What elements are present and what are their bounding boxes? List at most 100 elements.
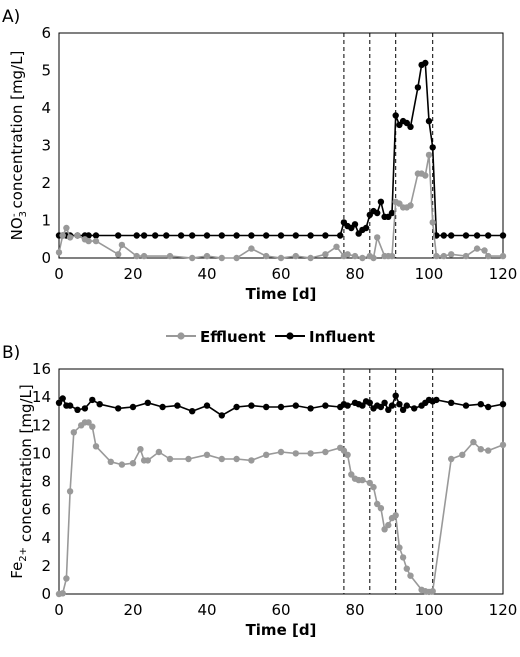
influent-point xyxy=(377,403,385,411)
y-axis-label-part: concentration [mg/L] xyxy=(17,384,35,547)
influent-point xyxy=(263,232,270,239)
y-axis-label: Fe2+ concentration [mg/L] xyxy=(8,384,35,578)
y-tick-label: 0 xyxy=(41,249,51,267)
effluent-point xyxy=(115,251,122,258)
effluent-point xyxy=(233,254,240,262)
effluent-point xyxy=(63,224,70,232)
influent-point xyxy=(159,403,166,411)
effluent-point xyxy=(429,219,436,226)
effluent-point xyxy=(70,429,78,436)
influent-point xyxy=(396,401,403,408)
effluent-point xyxy=(374,234,381,241)
influent-point xyxy=(292,402,299,409)
effluent-point xyxy=(59,590,66,597)
influent-point xyxy=(388,402,396,409)
x-tick-label: 0 xyxy=(54,601,64,619)
y-tick-label: 16 xyxy=(32,360,51,378)
influent-point xyxy=(429,144,436,151)
effluent-point xyxy=(89,423,96,430)
effluent-point xyxy=(203,451,211,458)
effluent-point xyxy=(133,252,140,260)
influent-point xyxy=(403,402,410,409)
effluent-point xyxy=(107,458,115,465)
influent-point xyxy=(448,399,455,406)
y-tick-label: 2 xyxy=(41,174,51,192)
legend: Effluent Influent xyxy=(166,328,375,346)
effluent-point xyxy=(248,457,255,464)
effluent-point xyxy=(399,554,407,561)
influent-point xyxy=(174,402,181,409)
influent-point xyxy=(140,232,148,239)
effluent-point xyxy=(292,252,299,260)
influent-point xyxy=(422,59,429,67)
influent-point xyxy=(411,405,418,412)
x-tick-label: 80 xyxy=(345,601,364,619)
influent-point xyxy=(189,408,196,415)
influent-point xyxy=(218,412,225,419)
influent-point xyxy=(81,405,89,412)
influent-point xyxy=(477,401,484,408)
effluent-point xyxy=(477,446,484,453)
influent-point xyxy=(440,232,447,239)
effluent-point xyxy=(396,544,403,551)
influent-point xyxy=(203,402,211,409)
effluent-point xyxy=(448,251,455,258)
effluent-point xyxy=(248,245,255,252)
effluent-point xyxy=(66,234,74,241)
influent-point xyxy=(292,232,299,239)
effluent-point xyxy=(144,457,151,464)
influent-point xyxy=(189,232,196,239)
effluent-point xyxy=(344,251,351,258)
panel-label: A) xyxy=(2,7,20,27)
x-tick-label: 80 xyxy=(345,265,364,283)
legend-marker xyxy=(286,332,294,340)
effluent-point xyxy=(366,479,373,487)
effluent-point xyxy=(137,446,144,453)
y-tick-label: 3 xyxy=(41,137,51,155)
effluent-point xyxy=(322,448,329,456)
influent-point xyxy=(344,402,351,409)
influent-point xyxy=(55,399,63,406)
influent-point xyxy=(381,399,388,406)
effluent-point xyxy=(263,252,270,260)
influent-point xyxy=(263,403,270,411)
influent-point xyxy=(499,232,507,239)
effluent-point xyxy=(422,172,429,179)
effluent-point xyxy=(218,455,225,463)
effluent-point xyxy=(166,252,174,260)
y-tick-label: 6 xyxy=(41,24,51,42)
y-axis-label-part: Fe xyxy=(8,562,26,579)
effluent-point xyxy=(359,476,366,484)
x-tick-label: 20 xyxy=(123,601,142,619)
effluent-point xyxy=(74,232,81,239)
y-axis-label-part: - xyxy=(9,213,20,217)
influent-point xyxy=(96,401,103,408)
x-tick-label: 120 xyxy=(489,265,518,283)
influent-point xyxy=(407,123,414,130)
influent-point xyxy=(59,395,66,402)
effluent-point xyxy=(203,252,211,260)
effluent-point xyxy=(485,252,492,260)
influent-point xyxy=(462,232,470,239)
influent-point xyxy=(66,402,74,409)
effluent-point xyxy=(166,455,174,463)
effluent-point xyxy=(155,448,163,456)
influent-point xyxy=(133,232,140,239)
influent-point xyxy=(115,232,122,239)
influent-point xyxy=(473,232,481,239)
effluent-point xyxy=(63,575,70,582)
effluent-line xyxy=(58,154,503,259)
effluent-point xyxy=(348,471,355,478)
effluent-point xyxy=(85,237,92,245)
influent-point xyxy=(359,402,366,409)
legend-label: Influent xyxy=(309,328,375,346)
influent-point xyxy=(414,84,422,91)
influent-point xyxy=(92,232,100,239)
influent-point xyxy=(233,232,240,239)
influent-point xyxy=(499,401,507,408)
effluent-point xyxy=(481,247,488,254)
effluent-point xyxy=(59,232,66,239)
y-tick-label: 4 xyxy=(41,99,51,117)
